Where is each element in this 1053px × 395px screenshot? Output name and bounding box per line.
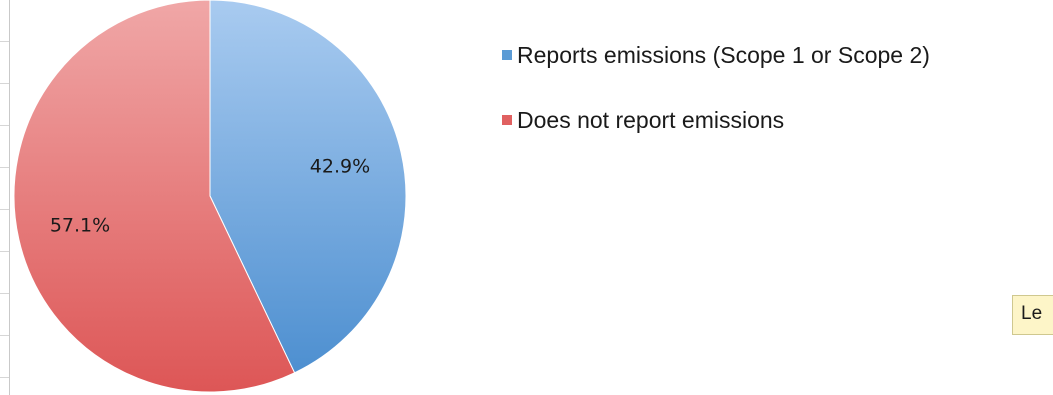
legend: Reports emissions (Scope 1 or Scope 2) D…: [498, 40, 1053, 135]
pie-slice-reports[interactable]: [209, 0, 407, 374]
legend-label-reports: Reports emissions (Scope 1 or Scope 2): [517, 42, 930, 68]
tooltip: Le: [1012, 295, 1053, 335]
legend-swatch-does-not-report: [502, 115, 512, 125]
spreadsheet-row-edge: [0, 0, 10, 395]
pie-slices: [13, 0, 407, 393]
data-label-reports: 42.9%: [310, 156, 370, 178]
legend-item-reports[interactable]: Reports emissions (Scope 1 or Scope 2): [498, 40, 1053, 70]
pie-chart[interactable]: 42.9% 57.1%: [0, 0, 460, 395]
legend-label-does-not-report: Does not report emissions: [517, 107, 785, 133]
tooltip-text: Le: [1021, 303, 1043, 324]
legend-item-does-not-report[interactable]: Does not report emissions: [498, 105, 1053, 135]
pie-slice-does-not-report[interactable]: [13, 0, 296, 393]
data-label-does-not-report: 57.1%: [50, 214, 110, 236]
legend-swatch-reports: [502, 50, 512, 60]
pie-data-labels: 42.9% 57.1%: [50, 156, 370, 237]
